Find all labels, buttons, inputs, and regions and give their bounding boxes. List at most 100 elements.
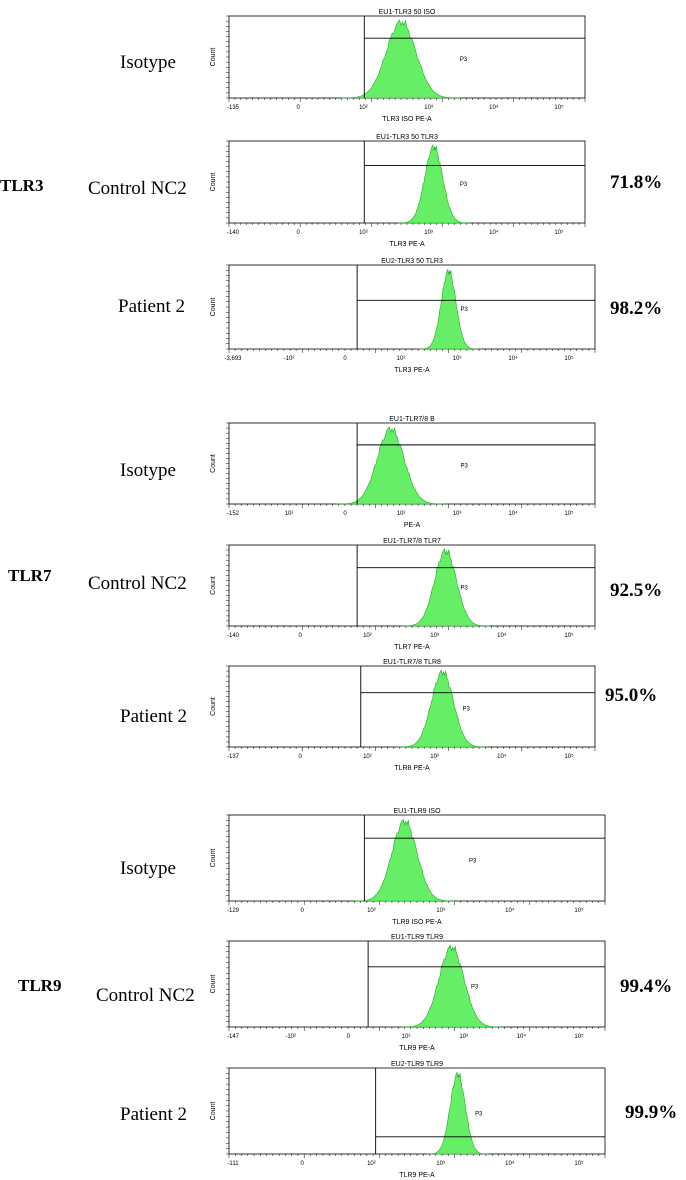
x-tick-label: 10⁴ [489, 104, 499, 111]
panel-title: EU1-TLR9 TLR9 [391, 934, 443, 941]
x-tick-label: 10⁴ [497, 632, 507, 639]
percent-label: 95.0% [605, 685, 658, 706]
x-tick-label: 10³ [436, 908, 445, 914]
x-axis-label: TLR3 ISO PE-A [382, 116, 432, 123]
y-axis-label: Count [210, 1102, 217, 1121]
x-tick-label: 10⁴ [505, 907, 515, 914]
y-axis-label: Count [210, 48, 217, 67]
x-tick-label: -3,693 [224, 356, 242, 362]
panel-title: EU1-TLR3 50 ISO [379, 9, 436, 16]
x-tick-label: -147 [227, 1034, 240, 1040]
gate-label: P3 [460, 57, 468, 63]
histogram-panel: EU1-TLR9 ISO Count -129 0 10² 10³ 10⁴ 10⁵ TLR9 I… [210, 808, 606, 926]
x-tick-label: -129 [227, 908, 240, 914]
x-tick-label: 10⁵ [554, 104, 564, 111]
panel-title: EU2-TLR3 50 TLR3 [381, 258, 443, 265]
x-axis-label: TLR9 ISO PE-A [392, 919, 442, 926]
plot-frame [228, 264, 596, 350]
x-tick-label: 10² [397, 511, 406, 517]
x-tick-label: 10³ [459, 1034, 468, 1040]
x-tick-label: -111 [227, 1161, 239, 1167]
x-tick-label: 10² [397, 356, 406, 362]
row-label: Isotype [120, 460, 176, 481]
x-tick-label: 10⁵ [574, 907, 584, 914]
percent-label: 99.4% [620, 976, 673, 997]
histogram-area [401, 548, 490, 627]
x-tick-label: 10³ [424, 105, 433, 111]
histogram-area [398, 669, 487, 748]
panel-title: EU2-TLR9 TLR9 [391, 1061, 443, 1068]
x-axis-label: TLR3 PE-A [389, 241, 425, 248]
y-axis-label: Count [210, 576, 217, 595]
x-tick-label: 10³ [453, 511, 462, 517]
x-tick-label: -10² [285, 1034, 296, 1040]
row-label: Patient 2 [118, 296, 186, 317]
panel-title: EU1-TLR9 ISO [393, 808, 441, 815]
x-axis-label: PE-A [404, 522, 421, 529]
x-tick-label: 10⁵ [574, 1160, 584, 1167]
y-axis-label: Count [210, 975, 217, 994]
histogram-panel: EU1-TLR9 TLR9 Count -147 -10² 0 10² 10³ 10⁴ 10⁵ T… [210, 934, 606, 1052]
x-tick-label: 0 [343, 356, 347, 362]
gate-label: P3 [475, 1111, 483, 1117]
row-label: Isotype [120, 52, 176, 73]
percent-label: 99.9% [625, 1102, 678, 1123]
gate-label: P3 [460, 464, 468, 470]
panel-title: EU1-TLR3 50 TLR3 [376, 134, 438, 141]
histogram-panel: EU1-TLR7/8 TLR8 Count -137 0 10² 10³ 10⁴ 10⁵ TLR… [210, 659, 596, 772]
row-label: Control NC2 [96, 985, 195, 1006]
x-axis-label: TLR8 PE-A [394, 765, 430, 772]
percent-label: 98.2% [610, 298, 663, 319]
gate-label: P3 [471, 984, 479, 990]
x-axis-label: TLR7 PE-A [394, 644, 430, 651]
histogram-area [397, 144, 470, 224]
x-tick-label: 10⁵ [574, 1033, 584, 1040]
x-axis-label: TLR9 PE-A [399, 1172, 435, 1179]
x-tick-label: 10² [402, 1034, 411, 1040]
y-axis-label: Count [210, 298, 217, 317]
x-tick-label: -140 [227, 230, 240, 236]
x-tick-label: 10³ [453, 356, 462, 362]
x-tick-label: 10² [367, 908, 376, 914]
x-tick-label: -152 [227, 511, 240, 517]
x-tick-label: -137 [227, 754, 240, 760]
group-label-tlr7: TLR7 [8, 566, 52, 585]
x-tick-label: 0 [299, 633, 303, 639]
x-tick-label: 10⁴ [489, 229, 499, 236]
x-tick-label: -135 [227, 105, 240, 111]
gate-label: P3 [460, 586, 468, 592]
x-tick-label: 10⁵ [564, 510, 574, 517]
histogram-panel: EU1-TLR7/8 B Count -152 10² 0 10² 10³ 10⁴ 10⁵ PE-… [210, 416, 596, 529]
histogram-area [354, 818, 455, 902]
x-tick-label: 10² [367, 1161, 376, 1167]
histogram-area [401, 944, 502, 1028]
x-tick-label: 10⁵ [564, 355, 574, 362]
group-label-tlr3: TLR3 [0, 176, 44, 195]
x-tick-label: 10² [359, 105, 368, 111]
histogram-panel: EU1-TLR7/8 TLR7 Count -140 0 10² 10³ 10⁴ 10⁵ TLR… [210, 538, 596, 651]
percent-label: 71.8% [610, 172, 663, 193]
gate-label: P3 [462, 707, 470, 713]
row-label: Control NC2 [88, 178, 187, 199]
x-tick-label: 10⁴ [517, 1033, 527, 1040]
x-tick-label: 0 [347, 1034, 351, 1040]
y-axis-label: Count [210, 454, 217, 473]
row-label: Isotype [120, 858, 176, 879]
x-tick-label: 10³ [424, 230, 433, 236]
x-tick-label: 10⁵ [564, 632, 574, 639]
x-tick-label: 10⁴ [508, 355, 518, 362]
x-tick-label: 10² [359, 230, 368, 236]
panel-title: EU1-TLR7/8 TLR8 [383, 659, 441, 666]
plot-frame [228, 1067, 606, 1155]
plot-frame [228, 544, 596, 627]
histogram-area [419, 269, 479, 350]
histogram-panel: EU1-TLR3 50 ISO Count -135 0 10² 10³ 10⁴ 10⁵ TLR… [210, 9, 586, 123]
histogram-panel: EU1-TLR3 50 TLR3 Count -140 0 10² 10³ 10⁴ 10⁵ TL… [210, 134, 586, 248]
x-axis-label: TLR9 PE-A [399, 1045, 435, 1052]
x-tick-label: 0 [297, 105, 301, 111]
plot-frame [228, 940, 606, 1028]
row-label: Patient 2 [120, 706, 188, 727]
histogram-panel: EU2-TLR9 TLR9 Count -111 0 10² 10³ 10⁴ 10⁵ TLR9 … [210, 1061, 606, 1179]
x-tick-label: 10³ [436, 1161, 445, 1167]
x-tick-label: 10⁴ [505, 1160, 515, 1167]
